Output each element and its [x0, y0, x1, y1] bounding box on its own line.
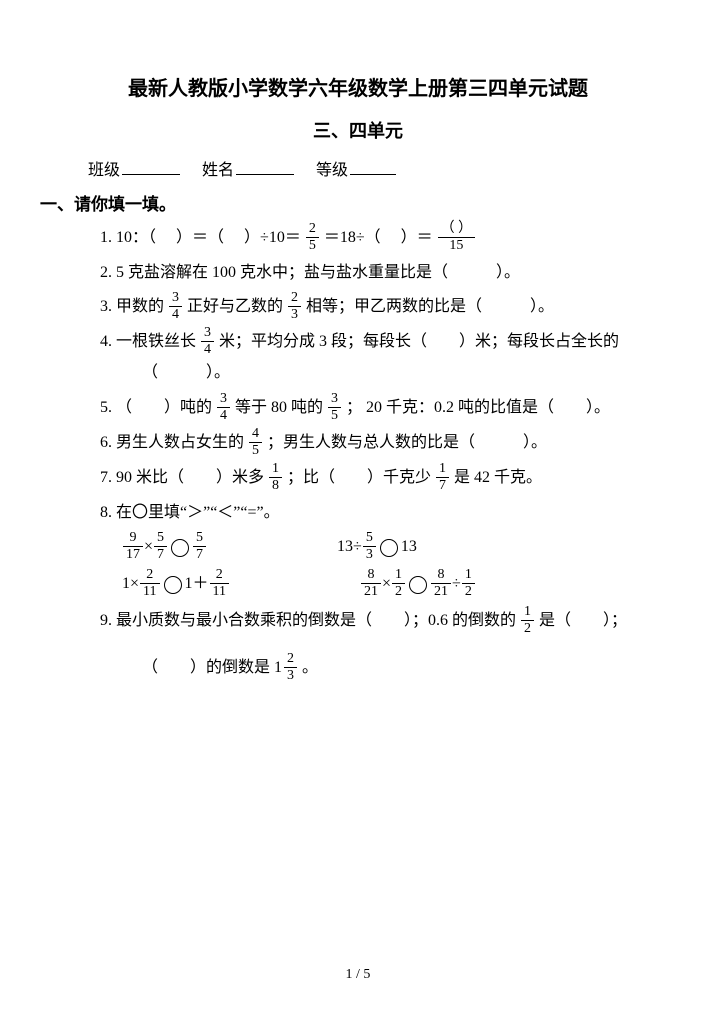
q5-t2: 等于 80 吨的 — [235, 399, 323, 416]
question-2: 2. 5 克盐溶解在 100 克水中；盐与盐水重量比是（ ）。 — [100, 258, 636, 288]
q2-text: 5 克盐溶解在 100 克水中；盐与盐水重量比是（ ）。 — [116, 264, 520, 281]
q8-r1b-c: 13 — [401, 532, 417, 562]
q3-t1: 甲数的 — [116, 298, 164, 315]
q1-t3: ）÷10＝ — [244, 229, 301, 246]
question-4: 4. 一根铁丝长 34 米；平均分成 3 段；每段长（ ）米；每段长占全长的 （… — [100, 327, 636, 388]
q9-t2: 是（ ）； — [539, 612, 627, 629]
circle-blank-icon[interactable] — [164, 576, 182, 594]
q8-row1: 917 × 57 57 13 ÷ 53 13 — [122, 532, 636, 563]
q4-line2: （ ）。 — [142, 358, 636, 388]
q8-r1b-a: 13 — [337, 532, 353, 562]
q3-num: 3. — [100, 292, 112, 322]
circle-blank-icon[interactable] — [409, 576, 427, 594]
name-blank[interactable] — [236, 157, 294, 175]
q9-num: 9. — [100, 606, 112, 636]
q8-r2a-a: 1 — [122, 569, 130, 599]
q4-t1: 一根铁丝长 — [116, 333, 196, 350]
q7-t1: 90 米比（ ）米多 — [116, 469, 264, 486]
q6-num: 6. — [100, 428, 112, 458]
q7-f1: 18 — [269, 462, 282, 493]
q8-r1b-op: ÷ — [353, 532, 362, 562]
question-9: 9. 最小质数与最小合数乘积的倒数是（ ）；0.6 的倒数的 12 是（ ）； … — [100, 606, 636, 684]
q1-t2: ）＝（ — [176, 229, 224, 246]
circle-blank-icon[interactable] — [171, 539, 189, 557]
q8-r1a-op: × — [144, 532, 153, 562]
question-8: 8. 在〇里填“＞”“＜”“=”。 — [100, 498, 636, 528]
q8-r2a-cpre: 1＋ — [185, 569, 209, 599]
q1-t5: ）＝ — [401, 229, 433, 246]
q7-num: 7. — [100, 463, 112, 493]
q5-f1: 34 — [217, 392, 230, 423]
page-footer: 1 / 5 — [0, 967, 716, 983]
q8-r1a: 917 × 57 57 — [122, 532, 207, 563]
q5-f2: 35 — [328, 392, 341, 423]
q6-t1: 男生人数占女生的 — [116, 434, 244, 451]
q9-t1: 最小质数与最小合数乘积的倒数是（ ）；0.6 的倒数的 — [116, 612, 516, 629]
section-heading: 一、请你填一填。 — [40, 189, 636, 221]
q4-t2: 米；平均分成 3 段；每段长（ ）米；每段长占全长的 — [219, 333, 619, 350]
name-label: 姓名 — [202, 162, 234, 179]
q3-f2: 23 — [288, 291, 301, 322]
q4-f1: 34 — [201, 326, 214, 357]
q3-t3: 相等；甲乙两数的比是（ ）。 — [306, 298, 554, 315]
question-7: 7. 90 米比（ ）米多 18 ；比（ ）千克少 17 是 42 千克。 — [100, 463, 636, 494]
q8-num: 8. — [100, 498, 112, 528]
grade-label: 等级 — [316, 162, 348, 179]
q7-t2: ；比（ ）千克少 — [287, 469, 431, 486]
question-3: 3. 甲数的 34 正好与乙数的 23 相等；甲乙两数的比是（ ）。 — [100, 292, 636, 323]
q8-r1b: 13 ÷ 53 13 — [337, 532, 417, 563]
q1-frac1: 25 — [306, 222, 319, 253]
q9-t4: 。 — [302, 659, 318, 676]
q8-r2b-op1: × — [382, 569, 391, 599]
q1-t1: 10：（ — [116, 229, 156, 246]
q6-t2: ；男生人数与总人数的比是（ ）。 — [267, 434, 547, 451]
q8-r2b-op2: ÷ — [452, 569, 461, 599]
q8-r2a-op: × — [130, 569, 139, 599]
q7-t3: 是 42 千克。 — [454, 469, 542, 486]
q3-t2: 正好与乙数的 — [187, 298, 283, 315]
q5-num: 5. — [100, 393, 112, 423]
q9-t3: （ ）的倒数是 — [142, 659, 274, 676]
meta-row: 班级 姓名 等级 — [80, 156, 636, 186]
q1-frac2: （ ）15 — [438, 222, 476, 253]
q9-mixed: 1 23 — [274, 653, 298, 684]
q3-f1: 34 — [169, 291, 182, 322]
q5-t1: （ ）吨的 — [116, 399, 212, 416]
class-blank[interactable] — [122, 157, 180, 175]
doc-subtitle: 三、四单元 — [80, 114, 636, 148]
circle-blank-icon[interactable] — [380, 539, 398, 557]
question-5: 5. （ ）吨的 34 等于 80 吨的 35 ； 20 千克：0.2 吨的比值… — [100, 393, 636, 424]
question-6: 6. 男生人数占女生的 45 ；男生人数与总人数的比是（ ）。 — [100, 428, 636, 459]
q8-r2a: 1 × 211 1＋ 211 — [122, 569, 230, 600]
q9-f1: 12 — [521, 605, 534, 636]
q8-heading: 在〇里填“＞”“＜”“=”。 — [116, 504, 280, 521]
doc-title: 最新人教版小学数学六年级数学上册第三四单元试题 — [80, 70, 636, 108]
q8-row2: 1 × 211 1＋ 211 821 × 12 821 ÷ 12 — [122, 569, 636, 600]
q5-t3: ； 20 千克：0.2 吨的比值是（ ）。 — [346, 399, 610, 416]
q4-num: 4. — [100, 327, 112, 357]
q7-f2: 17 — [436, 462, 449, 493]
question-1: 1. 10：（ ）＝（ ）÷10＝ 25 ＝18÷（ ）＝ （ ）15 — [100, 223, 636, 254]
q2-num: 2. — [100, 258, 112, 288]
q6-f1: 45 — [249, 427, 262, 458]
q8-r2b: 821 × 12 821 ÷ 12 — [360, 569, 476, 600]
q1-t4: ＝18÷（ — [324, 229, 381, 246]
q1-num: 1. — [100, 223, 112, 253]
q9-line2: （ ）的倒数是 1 23 。 — [142, 653, 636, 684]
class-label: 班级 — [88, 162, 120, 179]
grade-blank[interactable] — [350, 157, 396, 175]
